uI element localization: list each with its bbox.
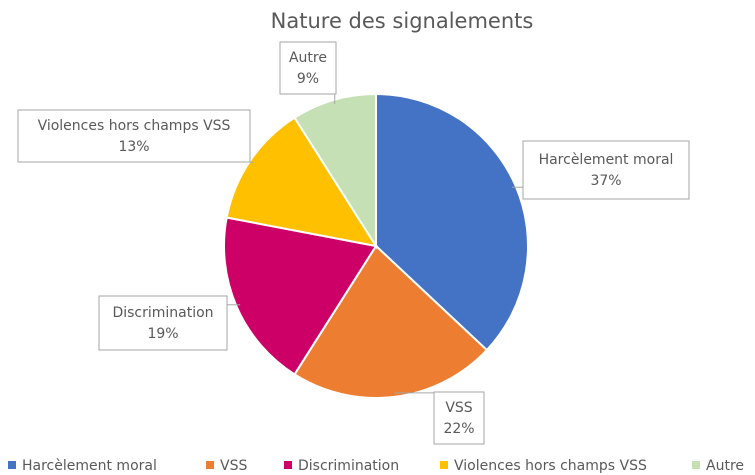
data-label-value: 19% xyxy=(147,326,178,342)
callout-box xyxy=(17,109,251,163)
callout-box xyxy=(433,391,485,445)
callout-box xyxy=(98,295,228,351)
legend-label: VSS xyxy=(220,458,247,474)
legend-label: Violences hors champs VSS xyxy=(454,458,647,474)
leader-line xyxy=(249,161,254,164)
callout-box xyxy=(522,140,690,200)
data-label-value: 13% xyxy=(118,139,149,155)
data-label-name: VSS xyxy=(445,400,472,416)
pie-slice xyxy=(293,92,377,250)
data-label-name: Violences hors champs VSS xyxy=(38,118,231,134)
legend-swatch xyxy=(284,461,292,469)
pie-slice xyxy=(293,244,489,399)
legend-swatch xyxy=(8,461,16,469)
pie-slice xyxy=(223,216,378,376)
data-label-name: Harcèlement moral xyxy=(539,152,674,168)
legend-swatch xyxy=(440,461,448,469)
data-label-name: Autre xyxy=(289,50,327,66)
callout-box xyxy=(279,41,337,95)
legend-swatch xyxy=(692,461,700,469)
chart-title: Nature des signalements xyxy=(271,9,534,33)
legend-label: Autre xyxy=(706,458,744,474)
data-label-name: Discrimination xyxy=(112,305,213,321)
data-label-value: 9% xyxy=(297,71,319,87)
pie-slice xyxy=(375,92,529,352)
legend-label: Discrimination xyxy=(298,458,399,474)
legend-label: Harcèlement moral xyxy=(22,458,157,474)
data-label-value: 22% xyxy=(443,421,474,437)
legend-swatch xyxy=(206,461,214,469)
data-label-value: 37% xyxy=(590,173,621,189)
